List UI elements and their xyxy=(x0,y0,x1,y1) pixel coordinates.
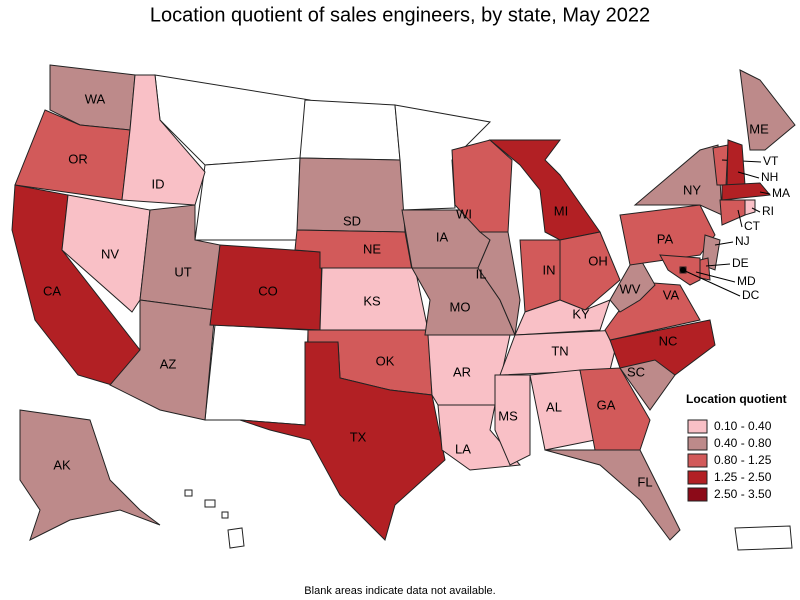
state-label: ME xyxy=(749,121,769,136)
state-label: VA xyxy=(663,287,680,302)
leader-line xyxy=(759,191,771,195)
state-label: DE xyxy=(732,256,749,270)
leader-line xyxy=(737,171,760,179)
state xyxy=(739,69,796,151)
state-label: MI xyxy=(554,203,568,218)
state-label: KY xyxy=(572,306,590,321)
state xyxy=(719,199,746,226)
leader-line xyxy=(737,209,743,228)
state-label: PA xyxy=(657,231,674,246)
state-label: NE xyxy=(363,241,381,256)
state xyxy=(744,199,756,216)
legend-swatch xyxy=(687,419,708,434)
legend-label: 0.10 - 0.40 xyxy=(714,419,772,433)
state xyxy=(633,144,723,216)
legend-label: 1.25 - 2.50 xyxy=(714,470,772,484)
state-label: DC xyxy=(742,288,760,302)
state xyxy=(121,74,206,206)
state-label: SC xyxy=(627,364,645,379)
state xyxy=(579,367,651,451)
map-title: Location quotient of sales engineers, by… xyxy=(150,4,650,26)
state-blank xyxy=(204,499,216,508)
state xyxy=(494,374,531,466)
state-label: MS xyxy=(498,408,518,423)
state xyxy=(294,229,413,271)
legend-swatch xyxy=(687,436,708,451)
state-label: WA xyxy=(85,91,106,106)
state-label: MD xyxy=(737,274,756,288)
state-label: UT xyxy=(174,264,191,279)
leader-line xyxy=(714,241,734,246)
state-label: NY xyxy=(683,182,701,197)
state-label: OK xyxy=(376,353,395,368)
state-label: OR xyxy=(68,151,88,166)
state-label: AK xyxy=(53,457,71,472)
footnote: Blank areas indicate data not available. xyxy=(304,585,495,597)
state-blank xyxy=(221,511,229,519)
state-label: VT xyxy=(763,154,779,168)
state xyxy=(726,139,746,186)
state-blank xyxy=(734,525,793,551)
state-label: IA xyxy=(436,229,449,244)
state-label: KS xyxy=(363,293,381,308)
state-label: CT xyxy=(744,219,761,233)
legend-label: 2.50 - 3.50 xyxy=(714,487,772,501)
state xyxy=(477,231,521,337)
leader-line xyxy=(695,271,736,283)
state xyxy=(239,341,446,541)
state xyxy=(721,182,771,201)
state-label: MO xyxy=(450,299,471,314)
state-label: RI xyxy=(762,204,774,218)
state-label: IN xyxy=(543,262,556,277)
state-label: CO xyxy=(258,283,278,298)
legend-swatch xyxy=(687,470,708,485)
state-blank xyxy=(204,324,309,426)
state-label: WI xyxy=(456,206,472,221)
leader-line xyxy=(751,207,761,213)
state-blank xyxy=(184,489,193,497)
state-label: CA xyxy=(43,283,61,298)
state xyxy=(61,194,151,313)
state xyxy=(19,409,161,541)
state-label: AL xyxy=(546,399,562,414)
state xyxy=(544,449,681,541)
state-label: FL xyxy=(637,474,652,489)
state xyxy=(609,319,716,376)
state-label: NJ xyxy=(735,234,750,248)
leader-line xyxy=(705,263,731,267)
state-label: ID xyxy=(152,176,165,191)
state-blank xyxy=(194,157,301,241)
dc-dot xyxy=(680,267,686,273)
state-blank xyxy=(227,527,245,549)
state-label: OH xyxy=(588,253,608,268)
state-label: LA xyxy=(455,441,471,456)
state-label: IL xyxy=(476,266,487,281)
state-blank xyxy=(299,99,401,161)
legend-swatch xyxy=(687,453,708,468)
state-label: TN xyxy=(551,343,568,358)
leader-line xyxy=(682,269,741,297)
state-label: MA xyxy=(772,186,790,200)
legend-title: Location quotient xyxy=(686,392,787,406)
state-label: AZ xyxy=(160,356,177,371)
state xyxy=(699,257,711,281)
state xyxy=(559,231,621,311)
state-label: WV xyxy=(620,281,641,296)
state-label: NH xyxy=(761,170,778,184)
state-label: TX xyxy=(350,429,367,444)
state-label: NV xyxy=(101,246,119,261)
legend-label: 0.40 - 0.80 xyxy=(714,436,772,450)
legend: Location quotient 0.10 - 0.40 0.40 - 0.80… xyxy=(686,392,787,502)
state-label: NC xyxy=(659,333,678,348)
state-label: SD xyxy=(343,213,361,228)
state-label: GA xyxy=(597,397,616,412)
state-label: AR xyxy=(453,364,471,379)
legend-swatch xyxy=(687,487,708,502)
legend-label: 0.80 - 1.25 xyxy=(714,453,772,467)
